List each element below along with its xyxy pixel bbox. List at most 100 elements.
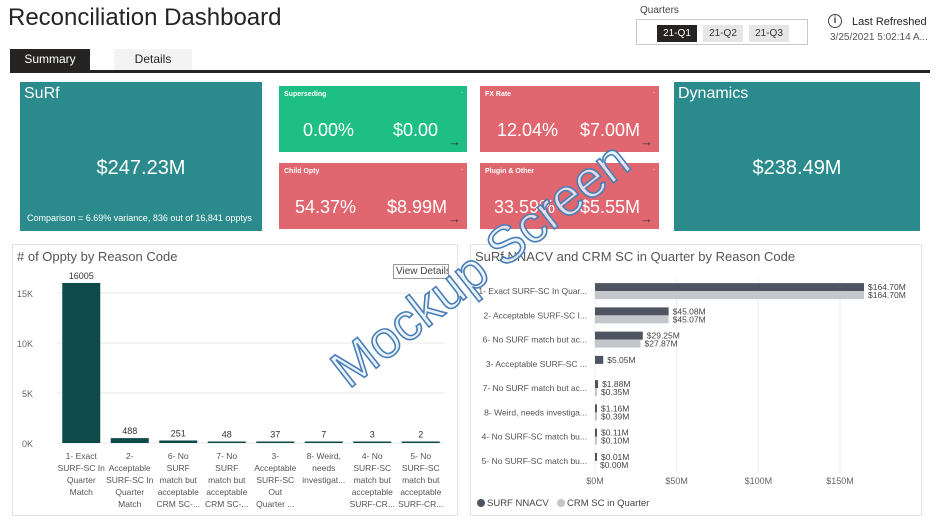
oppty-by-reason-panel: # of Oppty by Reason Code View Details 0…	[12, 244, 458, 516]
bar	[595, 291, 865, 300]
bar	[595, 388, 597, 397]
bar	[304, 441, 343, 443]
drillthrough-arrow-icon[interactable]: →	[448, 134, 461, 149]
superseding-card[interactable]: Superseding . 0.00% $0.00 →	[279, 86, 467, 152]
bar	[62, 282, 101, 443]
x-tick-label: Quarter	[115, 487, 144, 497]
bar	[595, 436, 597, 445]
child-opty-card[interactable]: Child Opty . 54.37% $8.99M →	[279, 163, 467, 229]
nnacv-crm-panel: SuRf NNACV and CRM SC in Quarter by Reas…	[470, 244, 922, 516]
bar	[595, 412, 597, 421]
x-tick-label: Acceptable	[109, 463, 151, 473]
y-tick-label: 6- No SURF match but ac...	[483, 335, 587, 345]
y-tick-label: 2- Acceptable SURF-SC I...	[484, 310, 587, 320]
bar-data-label: $45.07M	[673, 314, 706, 324]
fx-rate-card[interactable]: FX Rate . 12.04% $7.00M →	[480, 86, 659, 152]
x-tick-label: 3-	[271, 451, 279, 461]
drillthrough-arrow-icon[interactable]: →	[640, 134, 653, 149]
child-opty-amount: $8.99M	[387, 197, 448, 217]
tab-summary[interactable]: Summary	[10, 49, 90, 70]
quarter-button-21-q3[interactable]: 21-Q3	[749, 25, 789, 42]
legend-item: SURF NNACV	[487, 498, 549, 509]
info-icon[interactable]: i	[828, 14, 842, 28]
bar	[595, 283, 865, 292]
x-tick-label: acceptable	[352, 487, 393, 497]
x-tick-label: SURF-CR...	[398, 499, 443, 509]
drillthrough-arrow-icon[interactable]: →	[640, 211, 653, 226]
bar-data-label: 488	[122, 426, 137, 436]
quarters-label: Quarters	[640, 5, 679, 16]
nnacv-chart-title: SuRf NNACV and CRM SC in Quarter by Reas…	[475, 249, 796, 264]
bar-data-label: $29.25M	[647, 331, 680, 341]
x-tick-label: SURF	[215, 463, 238, 473]
bar	[401, 441, 440, 443]
y-tick-label: 10K	[17, 339, 33, 349]
x-tick-label: SURF	[167, 463, 190, 473]
bar	[595, 315, 669, 324]
bar	[110, 438, 149, 443]
superseding-pct: 0.00%	[303, 120, 355, 140]
tab-underline	[10, 70, 930, 73]
bar	[595, 355, 604, 364]
y-tick-label: 4- No SURF-SC match bu...	[482, 432, 587, 442]
x-tick-label: SURF-SC	[402, 463, 440, 473]
x-tick-label: SURF-SC	[353, 463, 391, 473]
bar-data-label: $27.87M	[645, 339, 678, 349]
dynamics-card[interactable]: Dynamics $238.49M	[674, 82, 920, 231]
x-tick-label: SURF-CR...	[350, 499, 395, 509]
plugin-other-card[interactable]: Plugin & Other . 33.59% $5.55M →	[480, 163, 659, 229]
bar-data-label: $5.05M	[607, 355, 635, 365]
x-tick-label: $100M	[745, 476, 773, 486]
quarter-button-21-q1[interactable]: 21-Q1	[657, 25, 697, 42]
last-refreshed-value: 3/25/2021 5:02:14 A...	[830, 32, 928, 43]
x-tick-label: SURF-SC In	[106, 475, 154, 485]
y-tick-label: 7- No SURF match but ac...	[483, 383, 587, 393]
y-tick-label: 0K	[22, 439, 33, 449]
legend-marker	[477, 499, 485, 507]
plugin-other-pct: 33.59%	[494, 197, 556, 217]
y-tick-label: 5- No SURF-SC match bu...	[482, 456, 587, 466]
x-tick-label: SURF-SC In	[58, 463, 106, 473]
bar	[207, 441, 246, 443]
x-tick-label: Match	[70, 487, 93, 497]
x-tick-label: match but	[402, 475, 440, 485]
card-menu-dots-icon[interactable]: .	[653, 88, 655, 95]
bar	[595, 428, 597, 437]
bar-data-label: $45.08M	[673, 306, 706, 316]
y-tick-label: 5K	[22, 389, 33, 399]
card-menu-dots-icon[interactable]: .	[653, 165, 655, 172]
dynamics-card-value: $238.49M	[752, 157, 842, 179]
x-tick-label: match but	[160, 475, 198, 485]
bar-data-label: 7	[321, 430, 326, 440]
surf-card[interactable]: SuRf $247.23M Comparison = 6.69% varianc…	[20, 82, 262, 231]
x-tick-label: Quarter ...	[256, 499, 294, 509]
bar	[595, 331, 643, 340]
x-tick-label: match but	[354, 475, 392, 485]
bar-data-label: $164.70M	[868, 282, 906, 292]
x-tick-label: SURF-SC	[256, 475, 294, 485]
surf-card-value: $247.23M	[96, 157, 186, 179]
child-opty-pct: 54.37%	[295, 197, 357, 217]
x-tick-label: match but	[208, 475, 246, 485]
oppty-bar-chart: 0K 5K 10K 15K 16005 1- Exact SURF-SC In Quarter…	[17, 271, 445, 509]
bar-data-label: $0.01M	[601, 452, 629, 462]
bar-data-label: $0.00M	[600, 460, 628, 470]
tab-details[interactable]: Details	[114, 49, 192, 70]
view-details-button[interactable]: View Details	[393, 264, 449, 279]
x-tick-label: Match	[118, 499, 141, 509]
quarter-button-21-q2[interactable]: 21-Q2	[703, 25, 743, 42]
surf-comparison-text: Comparison = 6.69% variance, 836 out of …	[27, 213, 252, 223]
x-tick-label: acceptable	[206, 487, 247, 497]
x-tick-label: 4- No	[362, 451, 383, 461]
y-tick-label: 15K	[17, 289, 33, 299]
x-tick-label: Acceptable	[254, 463, 296, 473]
page-title: Reconciliation Dashboard	[8, 4, 282, 31]
child-opty-title: Child Opty	[284, 168, 320, 175]
card-menu-dots-icon[interactable]: .	[461, 88, 463, 95]
x-tick-label: Quarter	[67, 475, 96, 485]
bar-data-label: 2	[418, 430, 423, 440]
bar	[256, 441, 295, 443]
surf-card-title: SuRf	[24, 85, 60, 102]
drillthrough-arrow-icon[interactable]: →	[448, 211, 461, 226]
card-menu-dots-icon[interactable]: .	[461, 165, 463, 172]
